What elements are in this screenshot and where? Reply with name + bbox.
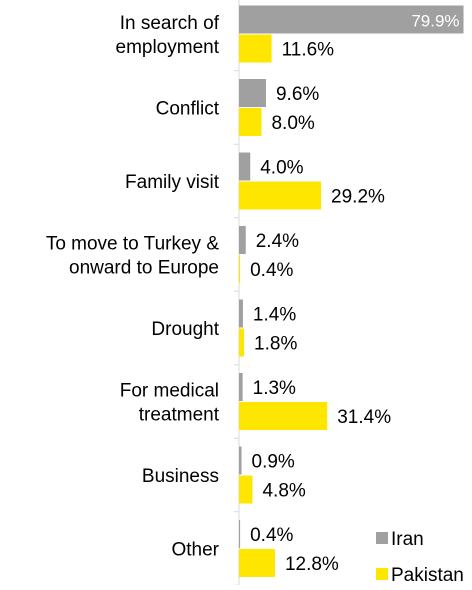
data-label-iran: 4.0% xyxy=(260,158,303,179)
data-label-pakistan: 0.4% xyxy=(250,260,293,281)
data-label-iran: 1.3% xyxy=(253,378,296,399)
bar-pakistan xyxy=(239,108,262,136)
bar-iran xyxy=(239,5,464,34)
legend-label-pakistan: Pakistan xyxy=(391,565,464,585)
legend-swatch-pakistan xyxy=(376,568,388,580)
bar-iran xyxy=(239,373,243,401)
data-label-pakistan: 11.6% xyxy=(282,40,335,61)
data-label-pakistan: 12.8% xyxy=(285,554,339,575)
bar-pakistan xyxy=(239,402,328,430)
category-label: To move to Turkey & onward to Europe xyxy=(46,234,220,279)
category-label: In search of employment xyxy=(116,13,220,58)
category-label: For medical treatment xyxy=(120,381,220,426)
data-label-pakistan: 31.4% xyxy=(337,407,391,428)
data-label-iran: 9.6% xyxy=(276,84,319,105)
category-label: Drought xyxy=(151,319,219,340)
legend-swatch-iran xyxy=(376,532,388,544)
bar-pakistan xyxy=(239,34,272,63)
data-label-iran: 2.4% xyxy=(256,231,299,252)
bar-pakistan xyxy=(239,255,241,283)
data-label-pakistan: 29.2% xyxy=(331,187,385,208)
category-label: Other xyxy=(171,540,219,561)
bar-pakistan xyxy=(239,549,275,577)
category-label: Business xyxy=(142,466,219,487)
bar-pakistan xyxy=(239,475,253,504)
bar-iran xyxy=(239,520,241,548)
data-label-iran: 1.4% xyxy=(253,305,296,326)
bar-pakistan xyxy=(239,328,245,357)
data-label-iran: 0.9% xyxy=(252,452,295,473)
category-label: Family visit xyxy=(125,172,220,193)
bar-iran xyxy=(239,446,242,475)
bar-pakistan xyxy=(239,181,322,210)
legend-label-iran: Iran xyxy=(391,529,424,550)
bar-iran xyxy=(239,226,246,254)
data-label-iran: 0.4% xyxy=(250,525,293,546)
data-label-pakistan: 8.0% xyxy=(271,113,314,134)
category-label: Conflict xyxy=(156,99,220,120)
bar-iran xyxy=(239,79,266,107)
bar-iran xyxy=(239,299,243,328)
bar-iran xyxy=(239,152,251,181)
data-label-iran: 79.9% xyxy=(411,12,459,31)
data-label-pakistan: 4.8% xyxy=(262,481,305,502)
data-label-pakistan: 1.8% xyxy=(254,334,297,355)
